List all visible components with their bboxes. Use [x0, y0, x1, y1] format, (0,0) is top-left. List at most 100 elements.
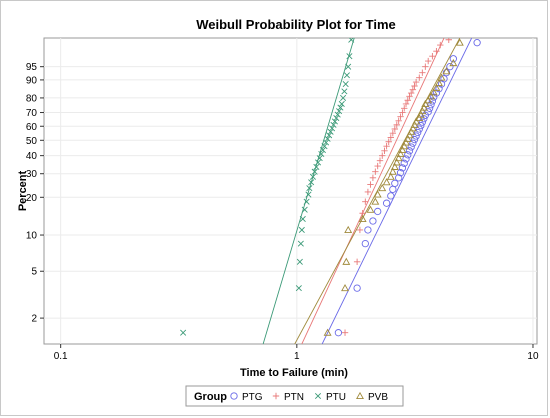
data-point-pvb	[342, 257, 351, 265]
legend-marker-ptu	[314, 392, 322, 400]
data-point-ptu	[323, 139, 330, 146]
data-point-ptg	[400, 159, 408, 167]
data-point-pvb	[344, 225, 353, 233]
data-point-ptn	[367, 181, 374, 188]
data-point-ptn	[429, 53, 436, 60]
data-point-ptn	[399, 109, 406, 116]
data-point-ptg	[430, 93, 438, 101]
data-point-ptu	[301, 206, 308, 213]
data-point-ptu	[331, 118, 338, 125]
data-point-ptg	[391, 179, 399, 188]
data-point-ptg	[382, 199, 391, 207]
data-point-pvb	[390, 162, 399, 170]
data-point-pvb	[421, 99, 430, 107]
data-point-ptn	[387, 134, 394, 141]
data-point-pvb	[388, 167, 397, 175]
data-point-ptn	[374, 162, 381, 170]
data-point-pvb	[437, 73, 446, 81]
data-point-ptg	[398, 164, 407, 172]
data-point-ptu	[343, 72, 350, 79]
y-tick-label: 30	[26, 169, 38, 180]
data-point-pvb	[341, 284, 349, 292]
data-point-ptu	[330, 121, 337, 128]
x-tick-label: 1	[294, 351, 300, 362]
data-point-ptg	[415, 125, 423, 133]
y-tick-label: 50	[26, 136, 38, 147]
data-point-ptn	[397, 113, 404, 120]
data-point-ptu	[321, 143, 328, 150]
data-point-ptu	[318, 150, 325, 158]
data-point-pvb	[382, 178, 391, 186]
data-point-ptu	[341, 88, 348, 95]
x-tick-label: 10	[527, 351, 539, 362]
y-tick-label: 70	[26, 108, 38, 119]
data-point-ptu	[346, 53, 353, 60]
data-point-ptg	[417, 121, 425, 130]
legend-box	[185, 385, 404, 407]
data-point-ptn	[391, 125, 399, 133]
data-point-ptu	[340, 94, 347, 101]
data-point-ptn	[341, 329, 349, 336]
fit-line-pvb	[294, 38, 461, 344]
y-tick-label: 95	[26, 62, 38, 73]
data-point-pvb	[386, 172, 395, 180]
x-tick-label: 0.1	[54, 351, 68, 362]
data-point-pvb	[449, 58, 458, 67]
data-point-ptu	[297, 240, 304, 247]
data-point-pvb	[455, 38, 464, 46]
legend-label-ptu: PTU	[326, 392, 346, 403]
data-point-ptu	[336, 108, 343, 115]
data-point-ptn	[424, 57, 432, 65]
data-point-ptg	[387, 192, 395, 200]
data-point-ptn	[433, 48, 440, 55]
data-point-ptu	[180, 329, 187, 336]
legend-marker-ptn	[272, 392, 280, 400]
data-point-ptu	[324, 135, 331, 142]
data-point-ptn	[422, 63, 429, 70]
data-point-ptg	[361, 239, 369, 248]
data-point-ptg	[409, 139, 417, 147]
x-axis-ticks: 0.1 1 10	[54, 344, 539, 362]
data-point-ptn	[389, 129, 397, 137]
data-point-ptg	[405, 147, 414, 155]
legend-marker-ptg	[230, 392, 238, 400]
data-point-ptg	[473, 39, 481, 47]
data-point-ptg	[449, 55, 457, 63]
data-point-pvb	[418, 107, 427, 115]
legend-label-pvb: PVB	[368, 392, 388, 403]
data-point-ptn	[407, 89, 415, 97]
data-point-pvb	[442, 67, 451, 75]
y-axis-title: Percent	[17, 170, 29, 211]
data-point-ptg	[446, 63, 454, 71]
legend-label-ptn: PTN	[284, 392, 304, 403]
data-point-pvb	[416, 110, 425, 118]
y-tick-label: 20	[26, 193, 38, 204]
data-point-ptg	[404, 151, 412, 159]
data-point-ptn	[369, 174, 377, 182]
data-point-pvb	[424, 96, 433, 104]
y-tick-label: 80	[26, 93, 38, 104]
data-point-pvb	[371, 197, 380, 205]
data-point-ptu	[299, 215, 306, 223]
data-point-ptg	[369, 217, 377, 225]
data-point-ptg	[364, 226, 372, 234]
y-tick-label: 5	[31, 267, 37, 278]
data-point-pvb	[410, 120, 419, 128]
data-point-pvb	[412, 117, 421, 125]
data-point-ptu	[326, 132, 333, 139]
data-point-ptn	[395, 117, 402, 124]
data-point-ptn	[437, 41, 444, 49]
data-point-pvb	[400, 142, 409, 150]
chart-title: Weibull Probability Plot for Time	[196, 17, 396, 32]
data-point-ptu	[337, 104, 344, 111]
data-point-pvb	[408, 124, 417, 132]
data-point-pvb	[419, 103, 428, 111]
data-point-ptg	[428, 97, 437, 105]
data-point-ptn	[404, 97, 411, 104]
data-point-pvb	[366, 205, 375, 213]
data-point-ptu	[295, 285, 302, 292]
legend-title: Group	[194, 391, 227, 403]
data-point-ptg	[412, 132, 420, 140]
y-tick-label: 90	[26, 75, 38, 86]
